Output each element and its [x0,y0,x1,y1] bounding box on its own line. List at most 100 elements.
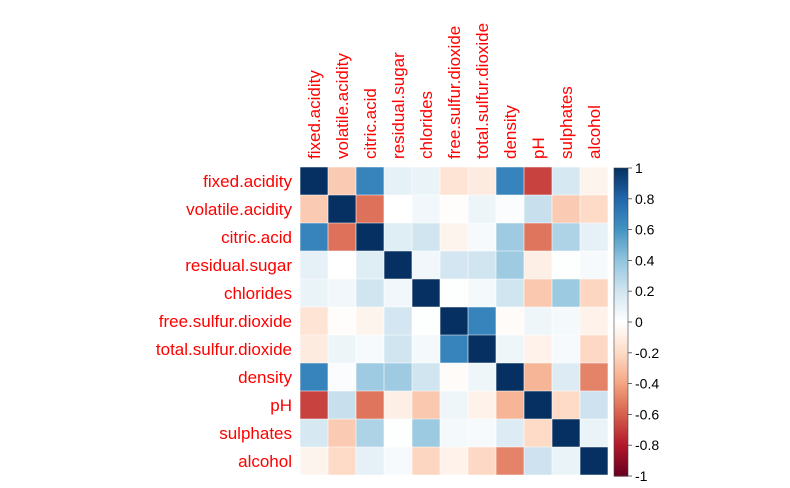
cell-ph-volatile-acidity [328,391,356,419]
cell-alcohol-alcohol [580,447,608,475]
colorbar-segment [614,265,628,268]
colorbar-segment [614,395,628,399]
cell-ph-residual-sugar [384,391,412,419]
colorbar-segment [614,332,628,335]
colorbar-segment [614,334,628,337]
colorbar-segment [614,280,628,283]
cell-free-sulfur-dioxide-citric-acid [356,307,384,335]
cell-density-alcohol [580,363,608,391]
cell-fixed-acidity-fixed-acidity [300,167,328,195]
cell-total-sulfur-dioxide-alcohol [580,335,608,363]
colorbar-segment [614,432,628,436]
cell-ph-density [496,391,524,419]
cell-citric-acid-volatile-acidity [328,223,356,251]
colorbar-segment [614,309,628,312]
cell-free-sulfur-dioxide-alcohol [580,307,608,335]
colorbar-segment [614,228,628,231]
colorbar-segment [614,329,628,332]
cell-chlorides-chlorides [412,279,440,307]
colorbar-segment [614,174,628,177]
cell-alcohol-density [496,447,524,475]
cell-residual-sugar-density [496,251,524,279]
colorbar-segment [614,314,628,317]
colorbar-segment [614,382,628,385]
cell-total-sulfur-dioxide-residual-sugar [384,335,412,363]
cell-chlorides-volatile-acidity [328,279,356,307]
colorbar-segment [614,286,628,289]
colorbar-segment [614,431,628,434]
cell-total-sulfur-dioxide-total-sulfur-dioxide [468,335,496,363]
colorbar-segment [614,340,628,343]
colorbar-segment [614,268,628,271]
colorbar-segment [614,374,628,377]
colorbar-segment [614,204,628,208]
colorbar-segment [614,414,628,417]
cell-sulphates-volatile-acidity [328,419,356,447]
colorbar-segment [614,271,628,274]
colorbar-segment [614,254,628,257]
colorbar-segment [614,366,628,369]
colorbar-segment [614,312,628,315]
colorbar-segment [614,168,628,171]
cell-free-sulfur-dioxide-density [496,307,524,335]
cell-density-volatile-acidity [328,363,356,391]
cell-density-ph [524,363,552,391]
colorbar-segment [614,474,628,477]
colorbar-segment [614,357,628,360]
colorbar-segment [614,229,628,232]
colorbar-segment [614,277,628,280]
colorbar-tick-label: -0.4 [635,376,659,392]
cell-ph-free-sulfur-dioxide [440,391,468,419]
cell-alcohol-chlorides [412,447,440,475]
colorbar-segment [614,325,628,328]
col-label-total-sulfur-dioxide: total.sulfur.dioxide [473,23,492,159]
cell-sulphates-free-sulfur-dioxide [440,419,468,447]
row-label-free-sulfur-dioxide: free.sulfur.dioxide [159,312,292,331]
colorbar-segment [614,391,628,394]
cell-chlorides-total-sulfur-dioxide [468,279,496,307]
cell-alcohol-fixed-acidity [300,447,328,475]
colorbar-segment [614,451,628,454]
colorbar-segment [614,346,628,349]
colorbar-segment [614,323,628,326]
cell-alcohol-sulphates [552,447,580,475]
cell-fixed-acidity-citric-acid [356,167,384,195]
cell-volatile-acidity-citric-acid [356,195,384,223]
colorbar-segment [614,215,628,218]
colorbar-segment [614,371,628,374]
col-label-residual-sugar: residual.sugar [389,52,408,159]
colorbar-segment [614,292,628,295]
colorbar-segment [614,365,628,368]
cell-fixed-acidity-free-sulfur-dioxide [440,167,468,195]
colorbar-segment [614,388,628,391]
colorbar-segment [614,218,628,221]
colorbar-segment [614,385,628,388]
colorbar-segment [614,291,628,294]
colorbar-segment [614,412,628,415]
cell-sulphates-density [496,419,524,447]
cell-volatile-acidity-alcohol [580,195,608,223]
colorbar-tick-label: 0.4 [635,252,655,268]
colorbar-segment [614,317,628,320]
cell-total-sulfur-dioxide-density [496,335,524,363]
cell-density-total-sulfur-dioxide [468,363,496,391]
cell-residual-sugar-sulphates [552,251,580,279]
cell-total-sulfur-dioxide-ph [524,335,552,363]
colorbar-segment [614,443,628,446]
cell-free-sulfur-dioxide-ph [524,307,552,335]
colorbar-segment [614,252,628,255]
colorbar-segment [614,283,628,286]
colorbar-segment [614,411,628,414]
colorbar-segment [614,448,628,451]
colorbar-segment [614,172,628,175]
colorbar-segment [614,469,628,472]
cell-free-sulfur-dioxide-sulphates [552,307,580,335]
colorbar-segment [614,392,628,395]
colorbar-segment [614,201,628,205]
colorbar-segment [614,362,628,365]
colorbar-segment [614,466,628,469]
colorbar-segment [614,380,628,383]
cell-free-sulfur-dioxide-free-sulfur-dioxide [440,307,468,335]
heatmap-cells [299,166,609,476]
